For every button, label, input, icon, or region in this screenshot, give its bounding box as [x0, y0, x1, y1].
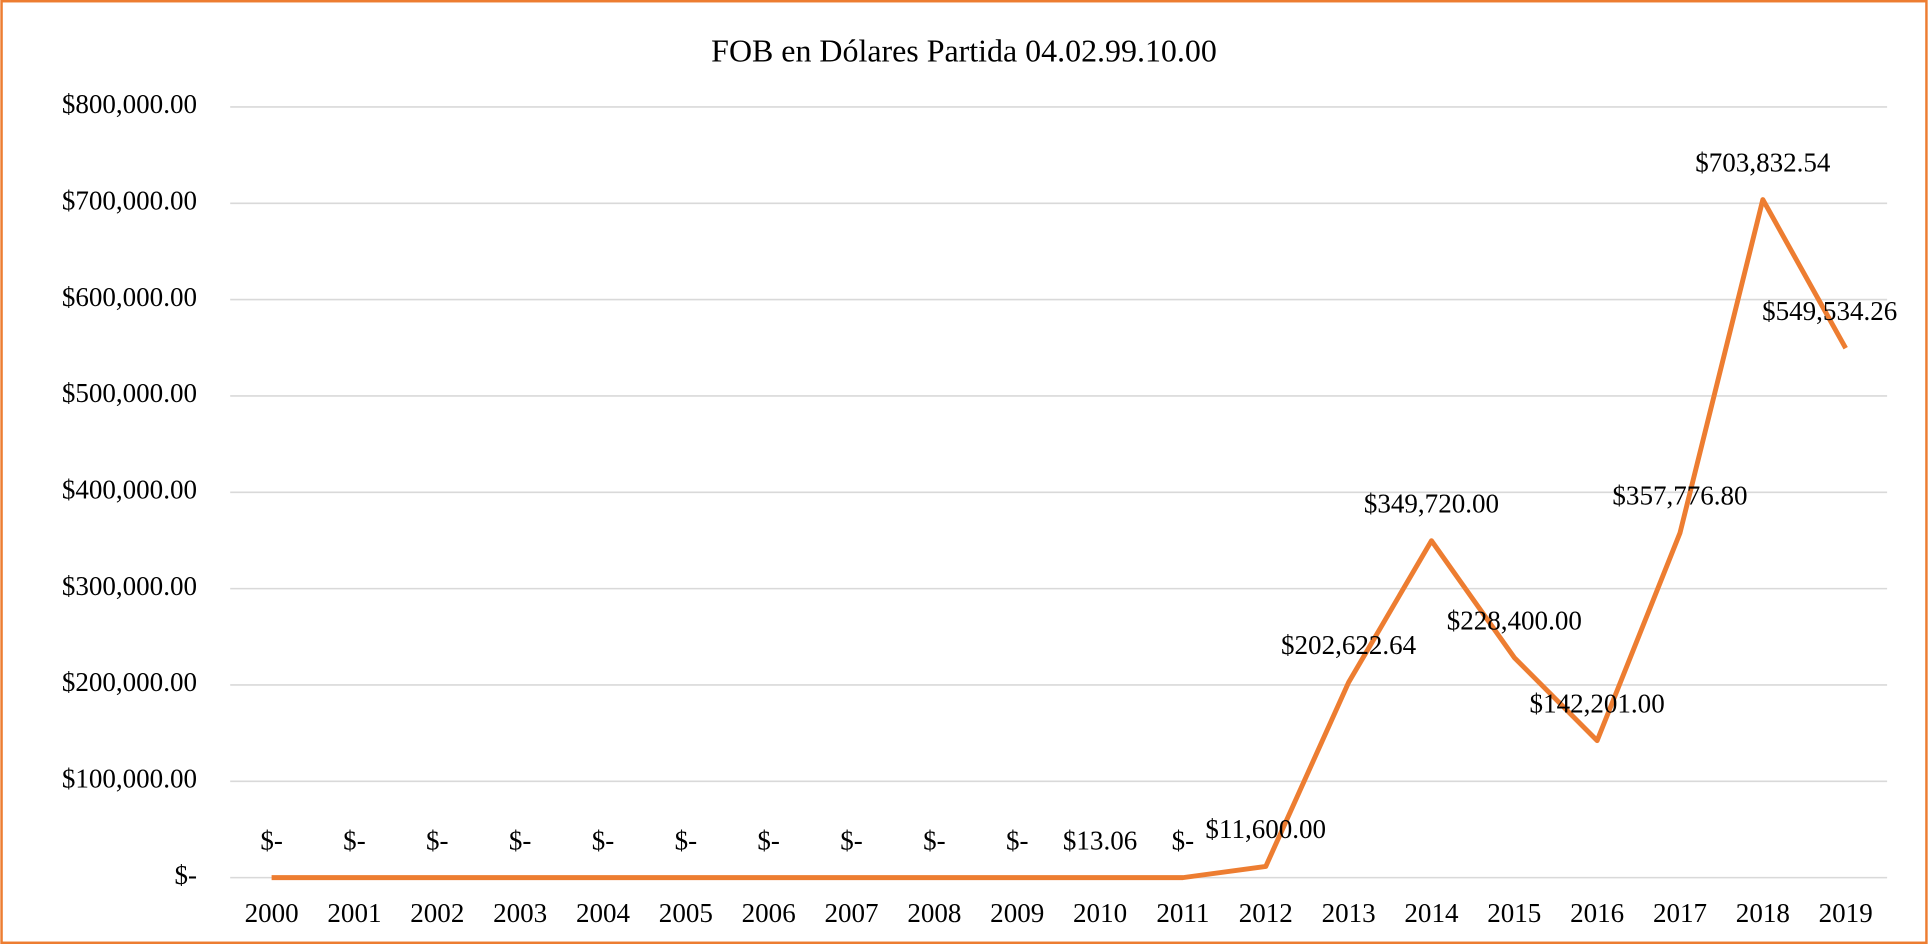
x-tick-label: 2005 — [659, 898, 713, 928]
data-label: $202,622.64 — [1281, 630, 1417, 660]
y-tick-label: $400,000.00 — [62, 474, 197, 504]
data-label: $703,832.54 — [1695, 147, 1831, 177]
data-label: $13.06 — [1063, 825, 1137, 855]
x-tick-label: 2019 — [1819, 898, 1873, 928]
data-label: $357,776.80 — [1612, 481, 1747, 511]
x-tick-label: 2002 — [410, 898, 464, 928]
data-label: $- — [1006, 825, 1029, 855]
data-label: $11,600.00 — [1205, 814, 1326, 844]
x-tick-label: 2016 — [1570, 898, 1624, 928]
x-tick-label: 2006 — [742, 898, 796, 928]
data-label: $- — [343, 825, 366, 855]
line-series — [271, 197, 1848, 881]
x-tick-label: 2000 — [245, 898, 299, 928]
y-tick-label: $300,000.00 — [62, 571, 197, 601]
x-tick-label: 2008 — [907, 898, 961, 928]
y-tick-label: $100,000.00 — [62, 763, 197, 793]
data-label: $349,720.00 — [1364, 489, 1499, 519]
x-tick-label: 2009 — [990, 898, 1044, 928]
data-label: $142,201.00 — [1530, 688, 1665, 718]
x-tick-label: 2010 — [1073, 898, 1127, 928]
data-label: $- — [426, 825, 449, 855]
x-tick-label: 2014 — [1404, 898, 1459, 928]
x-tick-label: 2003 — [493, 898, 547, 928]
data-label: $- — [1172, 825, 1195, 855]
x-tick-label: 2012 — [1239, 898, 1293, 928]
data-label: $- — [592, 825, 615, 855]
x-tick-label: 2018 — [1736, 898, 1790, 928]
y-tick-label: $600,000.00 — [62, 282, 197, 312]
x-tick-label: 2001 — [327, 898, 381, 928]
y-tick-label: $800,000.00 — [62, 89, 197, 119]
data-label: $228,400.00 — [1447, 605, 1582, 635]
x-tick-label: 2004 — [576, 898, 631, 928]
y-tick-label: $500,000.00 — [62, 378, 197, 408]
data-label: $- — [675, 825, 698, 855]
data-label: $- — [260, 825, 283, 855]
x-tick-label: 2017 — [1653, 898, 1707, 928]
x-tick-label: 2007 — [825, 898, 879, 928]
data-label: $- — [509, 825, 532, 855]
x-tick-label: 2011 — [1156, 898, 1209, 928]
data-label: $- — [840, 825, 863, 855]
x-tick-label: 2013 — [1322, 898, 1376, 928]
y-tick-label: $- — [174, 860, 197, 890]
y-tick-label: $200,000.00 — [62, 667, 197, 697]
data-label: $549,534.26 — [1762, 296, 1897, 326]
x-tick-label: 2015 — [1487, 898, 1541, 928]
y-tick-label: $700,000.00 — [62, 185, 197, 215]
data-label: $- — [923, 825, 946, 855]
data-label: $- — [757, 825, 780, 855]
chart-title: FOB en Dólares Partida 04.02.99.10.00 — [711, 33, 1217, 68]
